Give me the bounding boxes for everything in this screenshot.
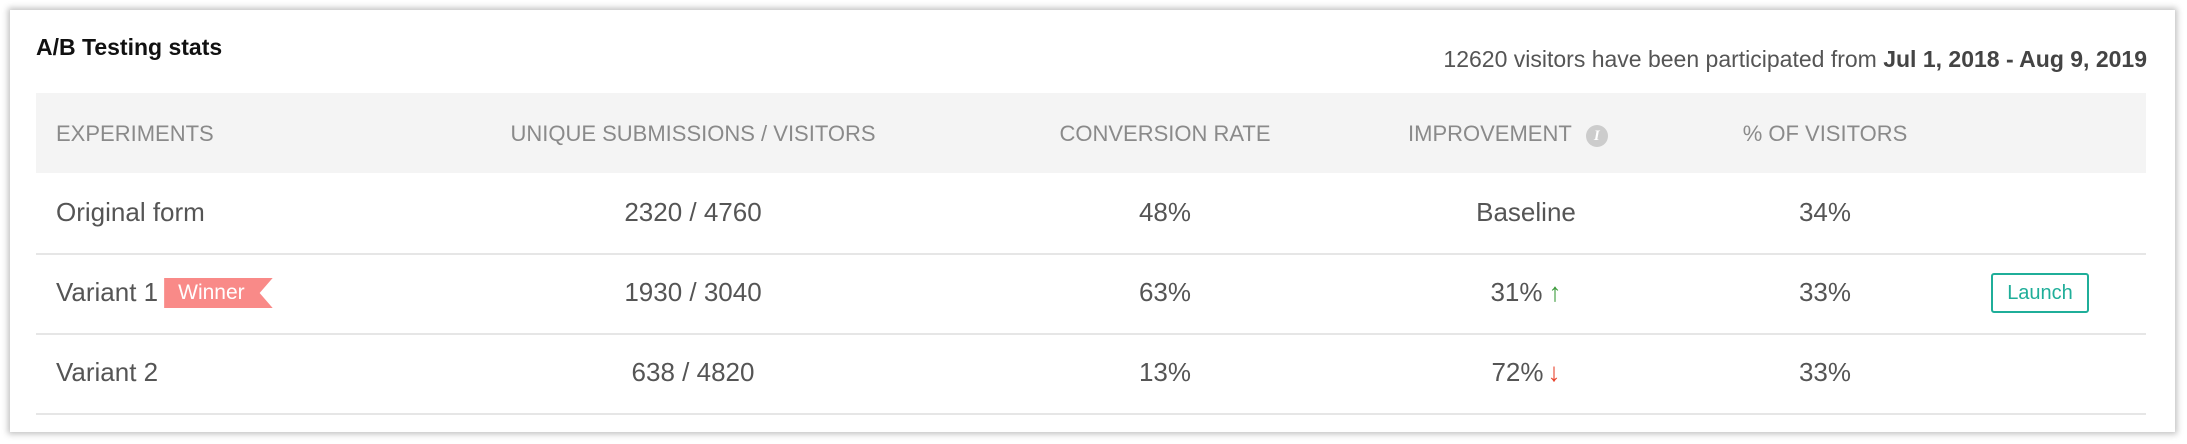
- arrow-down-icon: ↓: [1547, 357, 1561, 387]
- header-submissions: UNIQUE SUBMISSIONS / VISITORS: [510, 121, 876, 146]
- conversion-value: 48%: [1138, 197, 1192, 227]
- improvement-label: 31%: [1490, 277, 1543, 307]
- header-conversion-rate: CONVERSION RATE: [1059, 121, 1271, 146]
- experiment-name: Original form: [56, 197, 205, 228]
- improvement-value: Baseline: [1476, 197, 1576, 228]
- summary-text: 12620 visitors have been participated fr…: [1443, 46, 1877, 72]
- conversion-value: 63%: [1138, 277, 1192, 307]
- header-improvement: IMPROVEMENT i: [1408, 121, 1608, 147]
- submissions-value: 638 / 4820: [631, 357, 755, 387]
- experiment-label: Original form: [56, 197, 205, 227]
- visitors-summary: 12620 visitors have been participated fr…: [1443, 46, 2147, 73]
- table-row: Variant 1 Winner 1930 / 3040 63% 31% ↑ 33% Laun…: [36, 253, 2146, 335]
- header-experiments: EXPERIMENTS: [56, 121, 214, 146]
- info-icon[interactable]: i: [1585, 125, 1608, 147]
- card-title: A/B Testing stats: [36, 34, 223, 60]
- visitors-pct-value: 34%: [1798, 197, 1852, 227]
- ab-testing-card: A/B Testing stats 12620 visitors have be…: [10, 10, 2175, 432]
- conversion-value: 13%: [1138, 357, 1192, 387]
- table-row: Variant 2 638 / 4820 13% 72% ↓ 33%: [36, 333, 2146, 415]
- improvement-value: 31% ↑: [1490, 277, 1561, 308]
- launch-button[interactable]: Launch: [1991, 273, 2089, 313]
- improvement-label: 72%: [1491, 357, 1544, 387]
- experiment-label: Variant 2: [56, 357, 159, 387]
- table-header: EXPERIMENTS UNIQUE SUBMISSIONS / VISITOR…: [36, 93, 2146, 173]
- visitors-pct-value: 33%: [1798, 277, 1852, 307]
- header-visitors-pct: % OF VISITORS: [1742, 121, 1908, 146]
- improvement-label: Baseline: [1476, 197, 1576, 227]
- table-row: Original form 2320 / 4760 48% Baseline 34%: [36, 173, 2146, 255]
- header-improvement-label: IMPROVEMENT: [1408, 121, 1572, 146]
- improvement-value: 72% ↓: [1491, 357, 1560, 388]
- date-range: Jul 1, 2018 - Aug 9, 2019: [1883, 46, 2147, 72]
- experiment-name: Variant 1 Winner: [56, 277, 273, 308]
- arrow-up-icon: ↑: [1548, 277, 1562, 307]
- winner-badge: Winner: [164, 278, 273, 308]
- experiment-name: Variant 2: [56, 357, 158, 388]
- submissions-value: 1930 / 3040: [624, 277, 762, 307]
- visitors-pct-value: 33%: [1798, 357, 1852, 387]
- experiment-label: Variant 1: [56, 277, 159, 307]
- submissions-value: 2320 / 4760: [624, 197, 762, 227]
